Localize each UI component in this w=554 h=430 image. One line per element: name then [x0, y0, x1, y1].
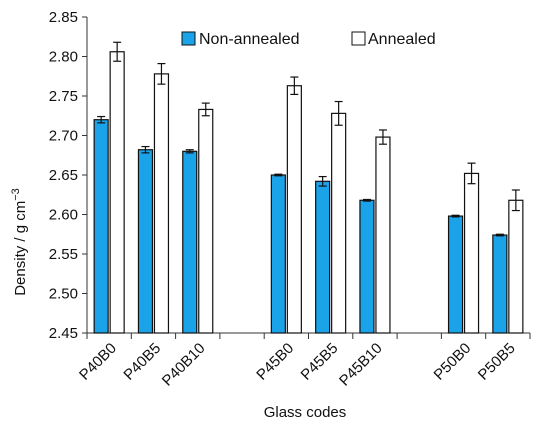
bar-annealed	[286, 85, 302, 334]
bar-annealed	[508, 199, 524, 334]
x-axis-title: Glass codes	[264, 404, 347, 421]
bar-annealed	[198, 108, 214, 334]
y-tick-label: 2.50	[49, 286, 78, 303]
y-tick-label: 2.65	[49, 167, 78, 184]
bar-annealed	[153, 73, 170, 334]
bar-non-annealed	[137, 149, 154, 334]
bar-annealed	[331, 112, 347, 334]
bar-non-annealed	[93, 119, 109, 334]
y-tick-label: 2.75	[49, 88, 78, 105]
y-tick-label: 2.45	[49, 325, 78, 342]
x-tick-label: P45B10	[336, 340, 386, 390]
bar-non-annealed	[315, 180, 331, 334]
x-tick-label: P50B0	[431, 340, 475, 384]
legend-label-non-annealed: Non-annealed	[199, 31, 300, 48]
y-tick-label: 2.80	[49, 49, 78, 66]
bar-non-annealed	[270, 174, 286, 334]
y-tick-label: 2.85	[49, 9, 78, 26]
y-axis-title-text: Density / g cm	[12, 201, 29, 296]
bar-non-annealed	[359, 199, 375, 334]
bar-annealed	[463, 172, 480, 334]
y-tick-label: 2.55	[49, 246, 78, 263]
x-tick-label: P40B5	[120, 340, 164, 384]
legend-swatch-annealed	[351, 31, 366, 46]
x-tick-label: P40B0	[76, 340, 120, 384]
y-axis-title-superscript: −3	[10, 188, 22, 201]
y-tick-label: 2.60	[49, 207, 78, 224]
y-tick-label: 2.70	[49, 128, 78, 145]
legend: Non-annealed Annealed	[181, 31, 436, 48]
legend-label-annealed: Annealed	[368, 31, 436, 48]
bar-non-annealed	[182, 150, 198, 334]
x-tick-label: P45B5	[298, 340, 342, 384]
bar-non-annealed	[492, 234, 508, 334]
x-tick-label: P50B5	[475, 340, 519, 384]
plot-area: 2.45 2.50 2.55 2.60 2.65 2.70 2.75 2.80 2.85 P40B…	[49, 9, 531, 390]
legend-swatch-non-annealed	[181, 31, 196, 46]
x-tick-label: P45B0	[253, 340, 297, 384]
bar-annealed	[109, 51, 125, 334]
x-tick-label: P40B10	[159, 340, 209, 390]
bar-annealed	[375, 136, 391, 334]
bar-non-annealed	[447, 215, 464, 334]
y-axis-title: Density / g cm−3	[10, 188, 29, 296]
